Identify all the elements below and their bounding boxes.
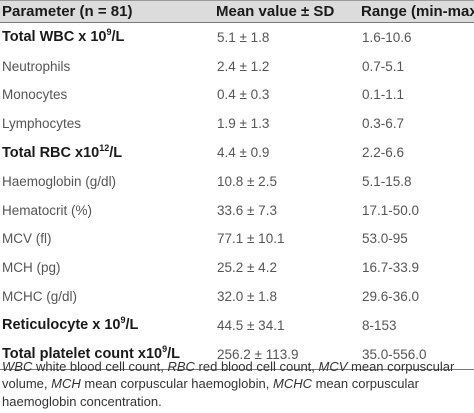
parameter-label: Total WBC x 10 (2, 29, 107, 46)
footnote-abbreviation: RBC (167, 359, 195, 374)
row-mean-sd: 4.4 ± 0.9 (217, 145, 270, 161)
row-range: 0.7-5.1 (362, 58, 405, 74)
row-parameter: MCH (pg) (0, 253, 215, 282)
parameter-label: Total RBC x10 (2, 144, 100, 161)
row-mean-sd: 44.5 ± 34.1 (217, 317, 285, 333)
row-range: 8-153 (362, 317, 397, 333)
table-row: Neutrophils 2.4 ± 1.2 0.7-5.1 (0, 52, 474, 81)
table-row: MCHC (g/dl) 32.0 ± 1.8 29.6-36.0 (0, 282, 474, 311)
footnote-definition: mean corpuscular haemoglobin concentrati… (2, 376, 419, 409)
parameter-label: Reticulocyte x 10 (2, 317, 121, 334)
row-parameter: Reticulocyte x 109/L (0, 311, 215, 340)
footnote-abbreviation: WBC (2, 359, 33, 374)
table-row: Total platelet count x109/L 256.2 ± 113.9… (0, 339, 474, 370)
row-mean-sd: 1.9 ± 1.3 (217, 116, 270, 132)
footnote-abbreviation: MCHC (272, 376, 312, 392)
row-range: 53.0-95 (362, 231, 408, 247)
parameter-label: Neutrophils (2, 58, 71, 74)
footnote-abbreviation: MCV (318, 359, 348, 374)
parameter-label: MCV (fl) (2, 231, 52, 247)
results-table-container: Parameter (n = 81) Mean value ± SD Range… (0, 0, 474, 370)
unit-suffix: /L (125, 317, 139, 334)
parameter-label: MCHC (g/dl) (2, 289, 78, 305)
table-row: Haemoglobin (g/dl) 10.8 ± 2.5 5.1-15.8 (0, 167, 474, 196)
table-row: Monocytes 0.4 ± 0.3 0.1-1.1 (0, 81, 474, 110)
unit-exponent: 9 (162, 344, 168, 355)
table-footnote: WBC white blood cell count, RBC red bloo… (2, 358, 470, 410)
footnote-definition: red blood cell count, (194, 359, 319, 374)
table-row: MCV (fl) 77.1 ± 10.1 53.0-95 (0, 225, 474, 254)
row-parameter: Total platelet count x109/L (0, 339, 215, 370)
header-range: Range (min-max) (360, 0, 474, 23)
row-mean-sd: 25.2 ± 4.2 (217, 260, 277, 276)
parameter-label: Total platelet count x10 (2, 346, 163, 363)
footnote-definition: white blood cell count, (32, 359, 168, 374)
row-range: 5.1-15.8 (362, 173, 412, 189)
unit-exponent: 12 (99, 142, 110, 153)
row-range: 16.7-33.9 (362, 260, 420, 276)
unit-exponent: 9 (120, 315, 126, 326)
parameter-label: Lymphocytes (2, 116, 82, 132)
row-mean-sd: 77.1 ± 10.1 (217, 231, 285, 247)
table-row: Total RBC x1012/L 4.4 ± 0.9 2.2-6.6 (0, 138, 474, 167)
table-row: Lymphocytes 1.9 ± 1.3 0.3-6.7 (0, 109, 474, 138)
parameter-label: Haemoglobin (g/dl) (2, 173, 117, 189)
row-mean-sd: 0.4 ± 0.3 (217, 87, 270, 103)
table-row: Reticulocyte x 109/L 44.5 ± 34.1 8-153 (0, 311, 474, 340)
row-parameter: Neutrophils (0, 52, 215, 81)
unit-suffix: /L (111, 29, 125, 46)
unit-exponent: 9 (106, 27, 112, 38)
row-parameter: Total RBC x1012/L (0, 138, 215, 167)
unit-suffix: /L (167, 346, 180, 363)
row-parameter: Total WBC x 109/L (0, 23, 215, 52)
row-parameter: MCHC (g/dl) (0, 282, 215, 311)
table-body: Total WBC x 109/L 5.1 ± 1.8 1.6-10.6 Neutro… (0, 23, 474, 370)
table-row: Total WBC x 109/L 5.1 ± 1.8 1.6-10.6 (0, 23, 474, 52)
row-range: 2.2-6.6 (362, 145, 405, 161)
parameter-label: Monocytes (2, 87, 68, 103)
row-mean-sd: 256.2 ± 113.9 (215, 339, 360, 370)
row-range: 17.1-50.0 (362, 202, 420, 218)
row-parameter: Monocytes (0, 81, 215, 110)
footnote-definition: mean corpuscular volume, (2, 359, 455, 392)
row-range: 29.6-36.0 (362, 289, 420, 305)
table-row: Hematocrit (%) 33.6 ± 7.3 17.1-50.0 (0, 196, 474, 225)
header-mean: Mean value ± SD (215, 0, 360, 23)
row-parameter: MCV (fl) (0, 225, 215, 254)
unit-suffix: /L (109, 144, 123, 161)
row-range: 1.6-10.6 (362, 29, 412, 45)
row-range: 35.0-556.0 (360, 339, 474, 370)
footnote-definition: mean corpuscular haemoglobin, (80, 376, 273, 392)
header-parameter: Parameter (n = 81) (0, 0, 215, 23)
parameter-label: MCH (pg) (2, 260, 61, 276)
blood-parameters-table: Parameter (n = 81) Mean value ± SD Range… (0, 0, 474, 370)
parameter-label: Hematocrit (%) (2, 202, 93, 218)
footnote-abbreviation: MCH (51, 376, 81, 392)
row-mean-sd: 32.0 ± 1.8 (217, 289, 277, 305)
row-mean-sd: 5.1 ± 1.8 (217, 29, 270, 45)
row-parameter: Lymphocytes (0, 109, 215, 138)
row-parameter: Haemoglobin (g/dl) (0, 167, 215, 196)
row-mean-sd: 33.6 ± 7.3 (217, 202, 277, 218)
row-range: 0.1-1.1 (362, 87, 405, 103)
row-parameter: Hematocrit (%) (0, 196, 215, 225)
table-header-row: Parameter (n = 81) Mean value ± SD Range… (0, 0, 474, 23)
row-mean-sd: 10.8 ± 2.5 (217, 173, 277, 189)
table-row: MCH (pg) 25.2 ± 4.2 16.7-33.9 (0, 253, 474, 282)
row-mean-sd: 2.4 ± 1.2 (217, 58, 270, 74)
row-range: 0.3-6.7 (362, 116, 405, 132)
